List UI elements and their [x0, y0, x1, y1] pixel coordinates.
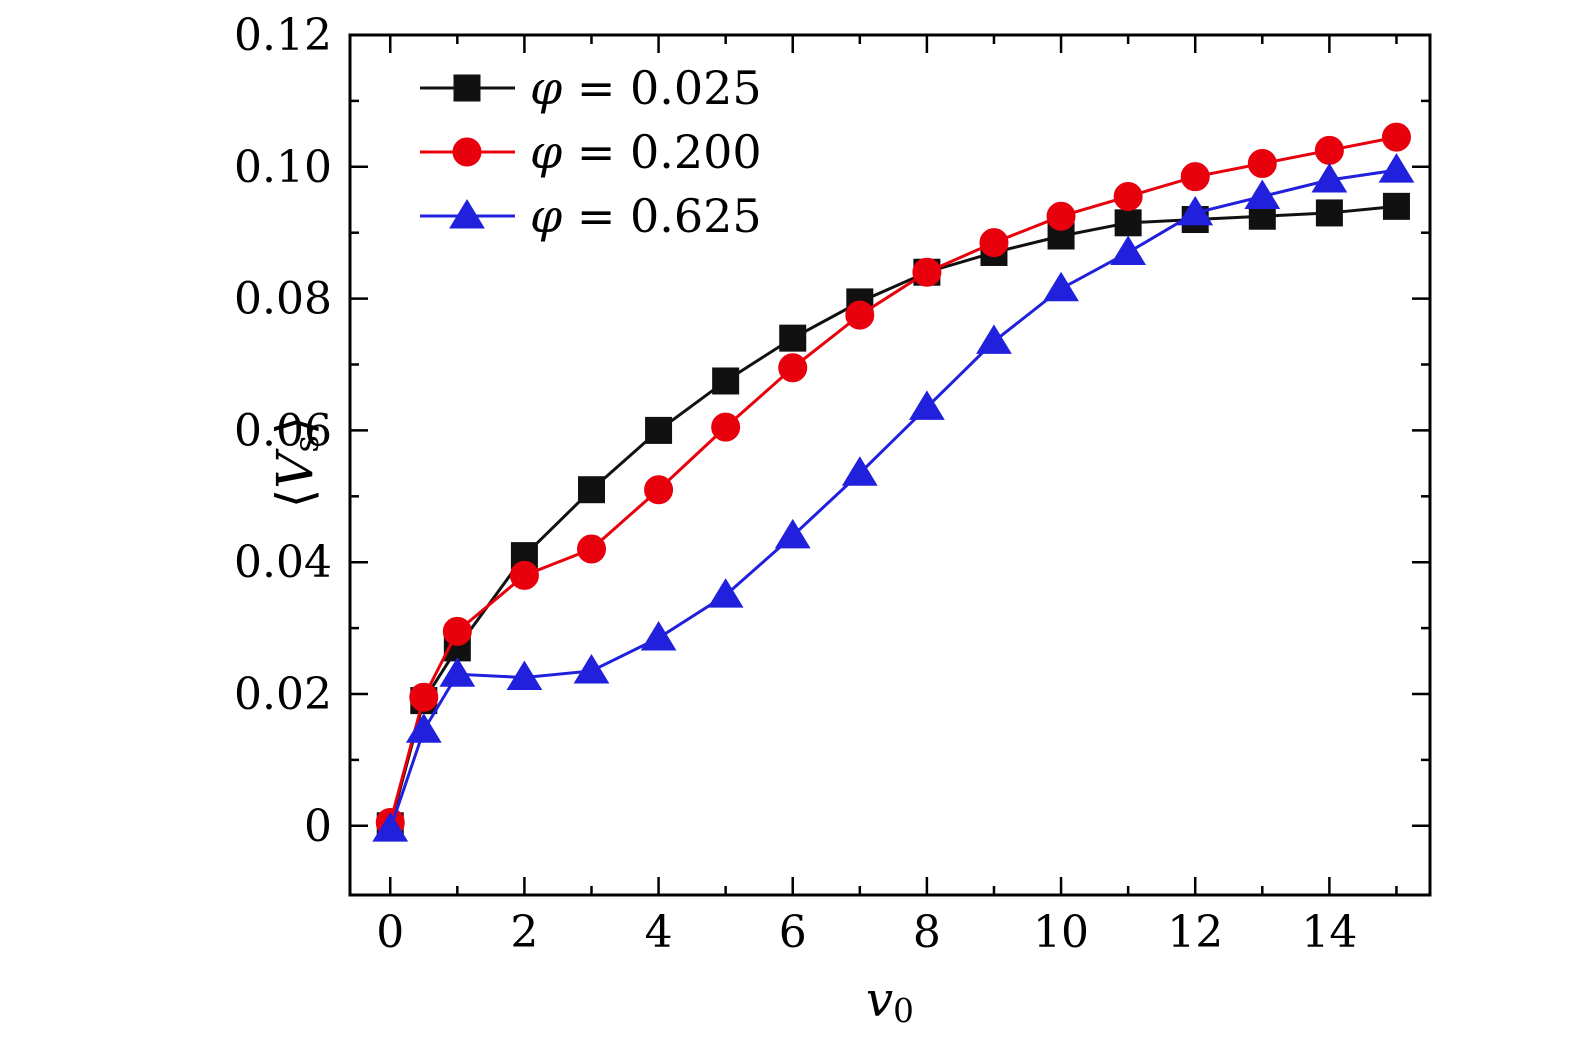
data-point-marker: [1244, 179, 1281, 209]
x-tick-label: 2: [510, 907, 538, 958]
ylabel-close-bracket: ⟩: [266, 415, 324, 436]
xlabel-subscript: 0: [893, 991, 914, 1030]
ylabel-subscript: s: [287, 435, 328, 453]
data-point-marker: [1180, 162, 1210, 192]
data-point-marker: [409, 682, 439, 712]
plot-frame: [348, 33, 1432, 897]
data-point-marker: [577, 476, 605, 504]
legend-marker: [449, 199, 485, 229]
data-point-marker: [1046, 201, 1076, 231]
xlabel-main: v: [866, 972, 894, 1028]
x-tick-label: 12: [1167, 907, 1223, 958]
x-tick-label: 4: [645, 907, 673, 958]
data-point-marker: [1382, 192, 1410, 220]
y-tick-label: 0.06: [234, 405, 332, 456]
data-point-marker: [1378, 153, 1415, 183]
data-point-marker: [1311, 163, 1348, 193]
data-point-marker: [1043, 271, 1079, 302]
legend-label: φ = 0.200: [530, 125, 762, 179]
x-tick-label: 6: [779, 907, 807, 958]
x-tick-label: 14: [1301, 907, 1357, 958]
data-point-marker: [711, 412, 741, 442]
data-point-marker: [644, 475, 674, 505]
x-tick-label: 8: [913, 907, 941, 958]
data-point-marker: [439, 657, 476, 687]
data-point-marker: [372, 812, 409, 842]
ylabel-open-bracket: ⟨: [266, 488, 324, 509]
y-axis-label: ⟨Vs⟩: [266, 415, 328, 509]
data-point-marker: [1247, 149, 1277, 179]
data-point-marker: [976, 324, 1012, 354]
data-point-marker: [576, 534, 606, 564]
data-point-marker: [707, 578, 744, 608]
data-point-marker: [1113, 181, 1143, 211]
x-tick-label: 0: [376, 907, 404, 958]
y-tick-label: 0.08: [234, 274, 332, 325]
data-point-marker: [442, 616, 472, 646]
legend-marker: [453, 74, 481, 102]
data-point-marker: [912, 257, 942, 287]
series-line: [388, 204, 1397, 827]
data-point-marker: [1110, 235, 1147, 265]
data-point-marker: [779, 324, 807, 352]
data-point-marker: [845, 300, 875, 330]
data-point-marker: [1314, 135, 1344, 165]
data-point-marker: [909, 390, 945, 420]
data-point-marker: [979, 228, 1009, 258]
y-tick-label: 0.04: [234, 537, 332, 588]
data-point-marker: [509, 560, 539, 590]
legend-label: φ = 0.625: [530, 189, 762, 243]
x-axis-label: v0: [866, 972, 914, 1030]
data-point-marker: [645, 416, 673, 444]
data-point-marker: [1381, 122, 1411, 152]
y-tick-label: 0.10: [234, 142, 332, 193]
data-point-marker: [778, 353, 808, 383]
data-point-marker: [1114, 209, 1142, 237]
data-point-marker: [841, 456, 878, 486]
data-point-marker: [1177, 195, 1214, 226]
data-point-marker: [1315, 199, 1343, 227]
ylabel-main: V: [266, 452, 324, 489]
x-tick-label: 10: [1033, 907, 1089, 958]
data-point-marker: [712, 367, 740, 395]
y-tick-label: 0.02: [234, 669, 332, 720]
data-point-marker: [405, 713, 442, 743]
data-point-marker: [506, 660, 543, 691]
data-point-marker: [774, 518, 811, 549]
legend-label: φ = 0.025: [530, 61, 762, 115]
data-point-marker: [640, 621, 677, 651]
series-line: [388, 168, 1397, 830]
data-point-marker: [573, 653, 610, 684]
y-tick-label: 0: [304, 801, 332, 852]
y-tick-label: 0.12: [234, 10, 332, 61]
legend-marker: [452, 137, 482, 167]
